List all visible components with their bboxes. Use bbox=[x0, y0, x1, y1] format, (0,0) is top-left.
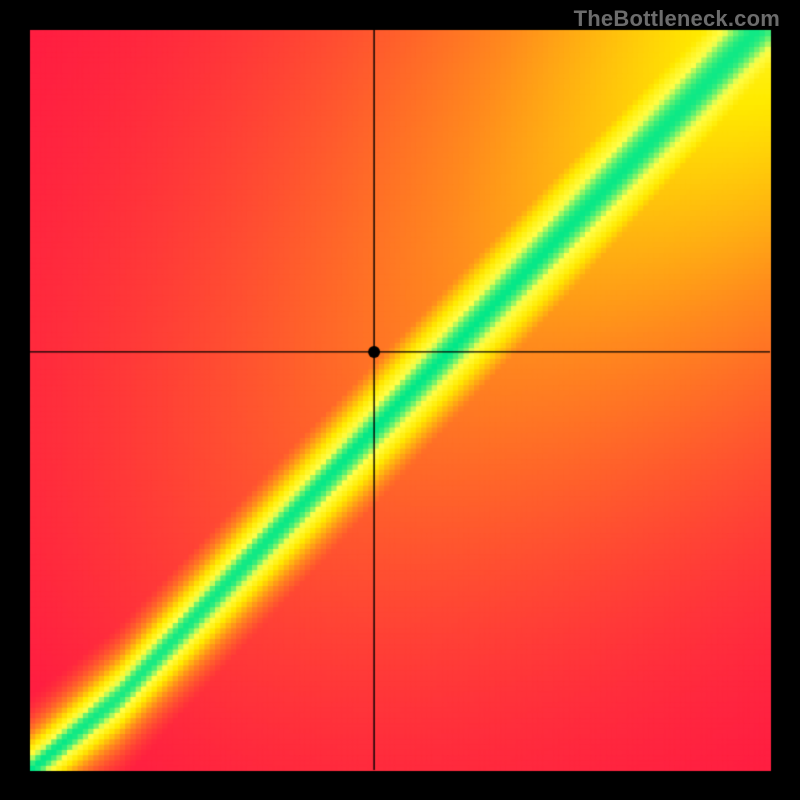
heatmap-canvas bbox=[0, 0, 800, 800]
watermark-text: TheBottleneck.com bbox=[574, 6, 780, 32]
chart-container: TheBottleneck.com bbox=[0, 0, 800, 800]
